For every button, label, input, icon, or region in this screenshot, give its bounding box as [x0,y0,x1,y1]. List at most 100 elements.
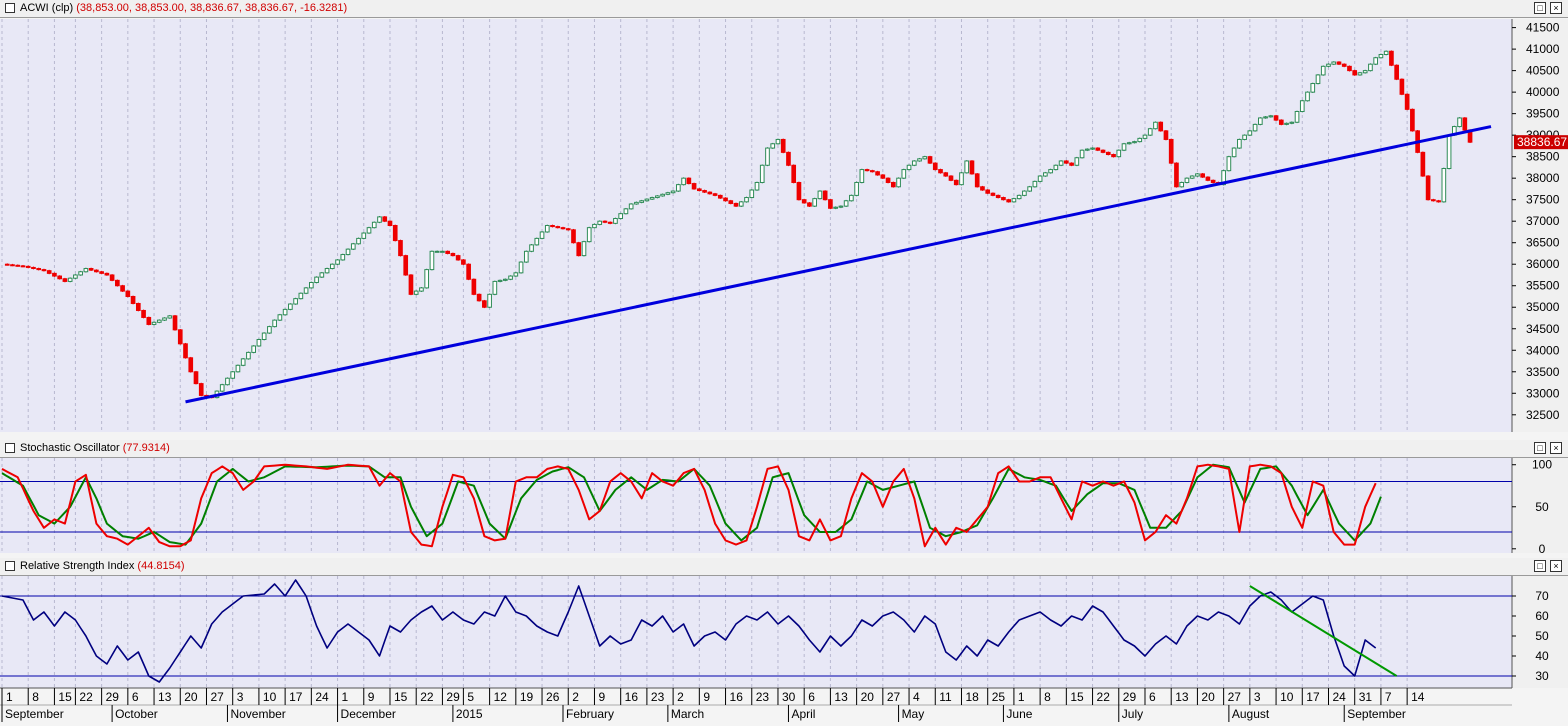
month-tick-label: September [1347,707,1406,721]
candle-body [67,277,73,282]
candle-body [225,377,230,386]
candle-body [235,364,241,373]
candle-body [83,268,89,273]
candle-body [1294,110,1300,123]
candle-body [618,213,624,220]
rsi-panel-close-button[interactable]: × [1550,560,1562,572]
stoch-panel-close-button[interactable]: × [1550,442,1562,454]
candle-body [251,345,257,353]
day-tick-label: 2 [572,690,579,704]
candle-body [571,229,576,244]
candle-body [1116,149,1122,158]
candle-body [392,225,398,242]
candle-body [1053,164,1059,171]
candle-body [141,309,146,318]
candle-body [922,156,928,160]
day-tick-label: 2 [677,690,684,704]
candle-body [277,314,283,321]
stoch-panel-checkbox[interactable] [5,443,15,453]
candle-body [953,179,959,186]
price-axis-label: 33000 [1526,386,1560,400]
candle-body [120,285,125,292]
candle-body [1425,175,1431,201]
candle-body [104,272,110,276]
candle-body [455,255,461,261]
candle-body [665,192,671,195]
candle-body [1378,53,1384,59]
candle-body [1263,116,1268,119]
price-axis-area [1512,19,1568,432]
candle-body [1399,78,1405,95]
candle-body [303,287,309,294]
candle-body [115,279,120,287]
candle-body [25,265,31,268]
day-tick-label: 31 [1359,690,1373,704]
candle-body [31,266,36,270]
candle-body [833,206,838,209]
candle-body [707,191,713,195]
candle-body [560,227,566,230]
price-panel-maximize-button[interactable]: □ [1534,2,1546,14]
month-tick-label: November [230,707,285,721]
stoch-series-values: (77.9314) [122,442,170,454]
month-tick-label: 2015 [456,707,483,721]
rsi-panel-header: Relative Strength Index (44.8154) □ × [0,558,1568,576]
rsi-panel-maximize-button[interactable]: □ [1534,560,1546,572]
candle-body [1305,91,1310,102]
candle-body [812,198,818,207]
candle-body [1310,83,1316,93]
candle-body [1105,151,1111,156]
candle-body [146,316,152,325]
candle-body [151,321,157,325]
month-tick-label: September [5,707,64,721]
candle-body [1252,123,1258,132]
month-tick-label: July [1122,707,1143,721]
candle-body [1357,72,1363,76]
candle-body [324,268,330,274]
candle-body [1179,181,1185,188]
candle-body [1090,147,1095,150]
date-axis-area [0,688,1568,726]
candle-body [1205,176,1211,181]
candle-body [1147,128,1153,136]
candle-body [183,343,188,359]
price-axis-label: 34500 [1526,322,1560,336]
candle-body [597,220,603,225]
candle-body [859,169,865,183]
day-tick-label: 22 [79,690,93,704]
candle-body [1394,64,1399,80]
candle-body [4,263,10,266]
candle-body [1226,156,1232,172]
day-tick-label: 19 [520,690,534,704]
candle-body [854,181,859,196]
day-tick-label: 20 [1201,690,1215,704]
candle-body [1299,100,1305,112]
candle-body [838,205,844,208]
day-tick-label: 27 [210,690,224,704]
price-panel-checkbox[interactable] [5,3,15,13]
candle-body [822,190,828,201]
candle-body [230,371,236,379]
day-tick-label: 3 [237,690,244,704]
candle-body [1289,121,1295,124]
rsi-series-name: Relative Strength Index [20,560,135,572]
candle-body [634,201,639,205]
candle-body [335,259,340,265]
price-panel-close-button[interactable]: × [1550,2,1562,14]
candle-body [434,250,440,253]
candle-body [256,339,262,347]
candle-body [529,244,534,252]
candle-body [550,225,555,228]
stoch-axis-label: 50 [1535,500,1549,514]
candle-body [1368,63,1373,72]
candle-body [1326,63,1331,67]
candle-body [995,194,1001,199]
stoch-panel-maximize-button[interactable]: □ [1534,442,1546,454]
candle-body [1341,63,1347,67]
day-tick-label: 9 [368,690,375,704]
candle-body [1237,138,1242,149]
candle-body [917,158,922,162]
candle-body [775,138,781,145]
rsi-panel-checkbox[interactable] [5,561,15,571]
